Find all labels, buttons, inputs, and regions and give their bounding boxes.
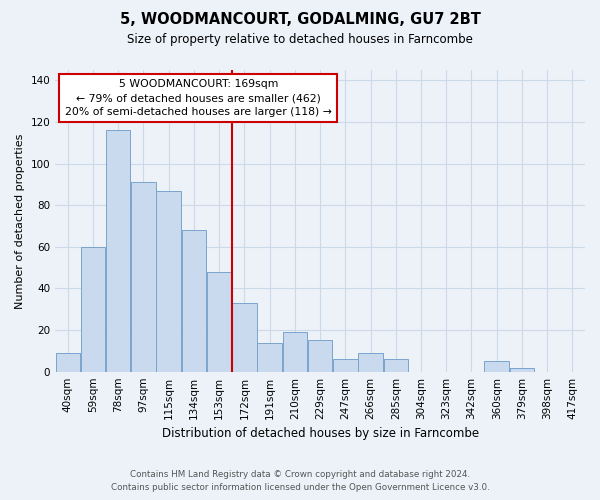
Bar — [131, 182, 156, 372]
Bar — [157, 190, 181, 372]
Bar — [207, 272, 232, 372]
Bar — [232, 303, 257, 372]
Bar — [358, 353, 383, 372]
Text: 5, WOODMANCOURT, GODALMING, GU7 2BT: 5, WOODMANCOURT, GODALMING, GU7 2BT — [119, 12, 481, 28]
Y-axis label: Number of detached properties: Number of detached properties — [15, 133, 25, 308]
Bar — [106, 130, 130, 372]
Bar — [333, 359, 358, 372]
Bar — [509, 368, 534, 372]
Bar — [283, 332, 307, 372]
Bar — [308, 340, 332, 372]
Bar — [81, 247, 105, 372]
Text: Size of property relative to detached houses in Farncombe: Size of property relative to detached ho… — [127, 32, 473, 46]
Bar — [56, 353, 80, 372]
Bar — [484, 362, 509, 372]
Text: 5 WOODMANCOURT: 169sqm
← 79% of detached houses are smaller (462)
20% of semi-de: 5 WOODMANCOURT: 169sqm ← 79% of detached… — [65, 79, 332, 117]
X-axis label: Distribution of detached houses by size in Farncombe: Distribution of detached houses by size … — [161, 427, 479, 440]
Bar — [257, 342, 282, 372]
Bar — [182, 230, 206, 372]
Bar — [383, 359, 408, 372]
Text: Contains HM Land Registry data © Crown copyright and database right 2024.
Contai: Contains HM Land Registry data © Crown c… — [110, 470, 490, 492]
